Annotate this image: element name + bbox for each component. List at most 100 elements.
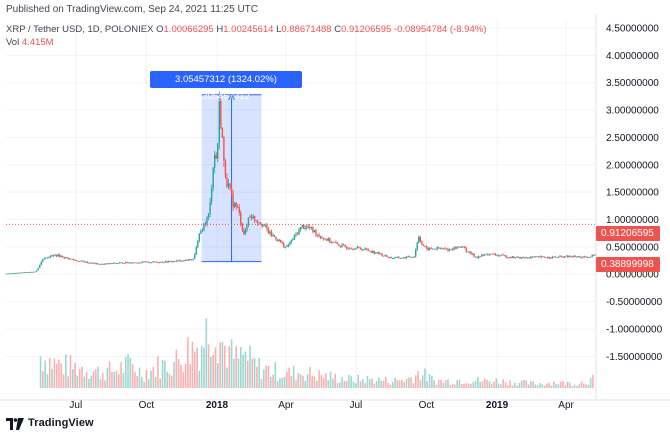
time-axis-tick-label: Jul (69, 400, 82, 411)
measure-tool[interactable] (201, 93, 262, 263)
candle-body (395, 257, 397, 259)
candle-body (120, 262, 122, 264)
candle-body (324, 238, 326, 240)
volume-bar (311, 375, 313, 388)
candle-body (114, 262, 116, 264)
candle-body (23, 272, 26, 274)
volume-bar (315, 380, 318, 388)
tradingview-logo[interactable]: TradingView (6, 414, 94, 432)
volume-bar (564, 385, 567, 388)
volume-bar (431, 375, 433, 388)
candle-body (252, 216, 254, 219)
candle-body (347, 248, 349, 250)
candle-body (171, 261, 173, 263)
candle-body (523, 257, 526, 259)
candle-body (428, 247, 431, 251)
volume-bar (272, 374, 274, 388)
candle-body (551, 256, 553, 259)
candle-body (569, 255, 572, 257)
candle-body (450, 249, 452, 251)
price-axis[interactable]: 4.50000000 4.00000000 3.50000000 3.00000000… (595, 14, 663, 400)
candle-body (353, 249, 356, 250)
volume-bar (263, 369, 265, 388)
candle-body (491, 253, 494, 255)
volume-bar (490, 384, 493, 388)
price-axis-tick-label: 1.50000000 (606, 188, 659, 199)
candle-body (562, 256, 564, 258)
volume-bar (539, 383, 541, 388)
candle-body (283, 243, 285, 248)
volume-bar (58, 359, 60, 388)
candle-body (345, 247, 348, 249)
candle-body (302, 224, 305, 229)
volume-bar (559, 381, 562, 388)
candle-body (568, 255, 570, 258)
candle-body (299, 226, 302, 230)
volume-bar (495, 378, 498, 388)
volume-bar (39, 356, 42, 388)
candle-body (97, 263, 99, 265)
candle-body (57, 254, 59, 257)
candle-body (398, 256, 400, 259)
candle-body (221, 128, 224, 138)
candle-body (517, 256, 520, 258)
candle-body (28, 272, 30, 273)
candle-body (226, 177, 228, 187)
candle-body (321, 237, 323, 239)
volume-bar (106, 367, 109, 388)
candle-body (503, 255, 506, 256)
candle-body (37, 267, 39, 271)
volume-bar (313, 376, 316, 388)
candle-body (69, 258, 72, 260)
volume-bar (223, 345, 226, 388)
volume-bar (419, 380, 422, 388)
volume-bar (456, 380, 458, 388)
candle-body (493, 253, 495, 255)
candle-body (200, 231, 202, 234)
candle-body (306, 226, 308, 229)
volume-bar (53, 358, 56, 388)
candle-body (212, 167, 214, 189)
volume-bar (380, 380, 383, 388)
volume-bar (350, 376, 353, 388)
candle-body (338, 244, 340, 247)
change-value: -0.08954784 (-8.94%) (393, 24, 487, 35)
candle-body (536, 256, 538, 258)
volume-bar (385, 376, 387, 388)
volume-bar (302, 375, 304, 388)
volume-bar (196, 347, 198, 388)
candle-body (580, 257, 583, 259)
candle-body (471, 253, 474, 255)
candle-body (453, 247, 455, 251)
candle-body (372, 250, 374, 253)
symbol-legend: XRP / Tether USD, 1D, POLONIEX O1.000662… (6, 24, 486, 35)
candle-body (583, 256, 586, 258)
candle-body (62, 256, 64, 258)
candle-body (322, 237, 325, 239)
candle-body (143, 261, 145, 263)
volume-bar (152, 366, 155, 388)
volume-bar (571, 386, 574, 388)
candle-body (292, 239, 294, 240)
candle-body (408, 256, 411, 258)
candle-body (17, 272, 19, 274)
high-value: 1.00245614 (223, 24, 274, 35)
volume-bar (348, 374, 350, 388)
time-axis[interactable]: Jul Oct 2018 Apr Jul Oct 2019 Apr (0, 399, 670, 411)
candle-body (336, 242, 339, 245)
volume-bar (573, 384, 576, 388)
candle-body (167, 261, 170, 263)
volume-bar (523, 379, 525, 388)
candle-body (284, 246, 286, 248)
candle-body (178, 260, 181, 261)
candle-body (484, 254, 486, 256)
volume-bar (120, 362, 122, 388)
volume-bar (440, 379, 442, 388)
measure-arrow-head (228, 93, 235, 101)
candle-body (177, 260, 179, 262)
volume-bar (355, 383, 357, 388)
price-axis-tick-label: 4.50000000 (606, 24, 659, 35)
volume-bar (486, 379, 488, 388)
volume-bar (541, 384, 544, 388)
